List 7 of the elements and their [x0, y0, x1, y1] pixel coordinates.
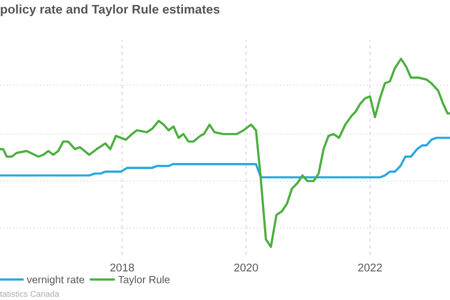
x-tick-label: 2022: [358, 264, 382, 272]
legend-label: vernight rate: [26, 276, 84, 286]
chart-title: policy rate and Taylor Rule estimates: [0, 4, 220, 16]
x-tick-label: 2018: [110, 264, 134, 272]
x-tick-label: 2020: [234, 264, 258, 272]
text: tatistics Canada: [0, 290, 60, 297]
legend-label: Taylor Rule: [118, 276, 170, 286]
